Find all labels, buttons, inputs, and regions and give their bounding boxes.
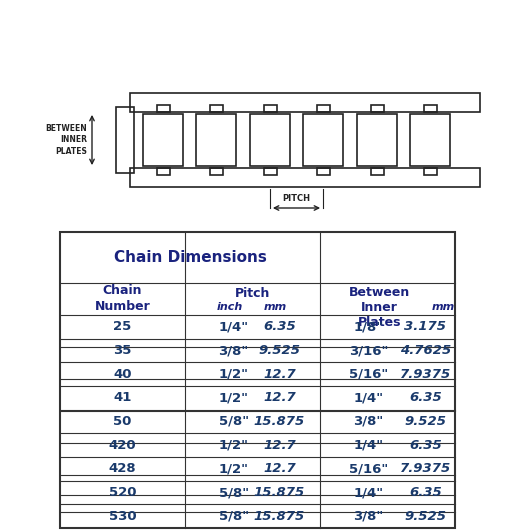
Bar xyxy=(357,114,397,166)
Text: BETWEEN
INNER
PLATES: BETWEEN INNER PLATES xyxy=(45,124,87,155)
Bar xyxy=(130,168,480,187)
Text: 420: 420 xyxy=(108,439,136,452)
Bar xyxy=(303,114,343,166)
Text: mm: mm xyxy=(431,302,455,312)
Text: 15.875: 15.875 xyxy=(254,510,305,522)
Text: PITCH: PITCH xyxy=(282,194,310,203)
Text: 428: 428 xyxy=(108,462,136,475)
Bar xyxy=(264,168,276,175)
Text: 1/2": 1/2" xyxy=(219,368,248,381)
Text: 6.35: 6.35 xyxy=(409,392,442,404)
Text: 6.35: 6.35 xyxy=(409,439,442,452)
Text: 3.175: 3.175 xyxy=(404,320,446,334)
Text: 1/2": 1/2" xyxy=(219,462,248,475)
Bar xyxy=(264,105,276,112)
Bar xyxy=(196,114,236,166)
Text: 15.875: 15.875 xyxy=(254,415,305,428)
Bar xyxy=(116,107,134,173)
Text: 12.7: 12.7 xyxy=(263,439,296,452)
Text: 7.9375: 7.9375 xyxy=(400,462,451,475)
Text: 1/2": 1/2" xyxy=(219,439,248,452)
Text: 3/8": 3/8" xyxy=(219,344,249,357)
Bar xyxy=(60,232,455,528)
Bar xyxy=(410,114,450,166)
Text: 1/4": 1/4" xyxy=(353,486,384,499)
Text: 6.35: 6.35 xyxy=(263,320,296,334)
Text: 7.9375: 7.9375 xyxy=(400,368,451,381)
Text: 12.7: 12.7 xyxy=(263,462,296,475)
Text: 9.525: 9.525 xyxy=(259,344,301,357)
Text: 3/16": 3/16" xyxy=(349,344,388,357)
Text: 3/8": 3/8" xyxy=(353,510,384,522)
Text: 25: 25 xyxy=(114,320,132,334)
Text: 1/2": 1/2" xyxy=(219,392,248,404)
Bar xyxy=(316,168,330,175)
Bar xyxy=(423,105,437,112)
Text: 1/4": 1/4" xyxy=(219,320,248,334)
Text: Chain
Number: Chain Number xyxy=(95,285,151,313)
Bar xyxy=(130,93,480,112)
Text: inch: inch xyxy=(216,302,243,312)
Bar xyxy=(209,168,223,175)
Text: 530: 530 xyxy=(108,510,136,522)
Text: 1/4": 1/4" xyxy=(353,392,384,404)
Bar xyxy=(371,168,383,175)
Text: Between
Inner
Plates: Between Inner Plates xyxy=(349,286,410,329)
Bar xyxy=(157,168,169,175)
Text: 9.525: 9.525 xyxy=(404,510,446,522)
Text: 12.7: 12.7 xyxy=(263,368,296,381)
Text: 4.7625: 4.7625 xyxy=(400,344,451,357)
Text: 9.525: 9.525 xyxy=(404,415,446,428)
Text: 520: 520 xyxy=(108,486,136,499)
Text: 5/8": 5/8" xyxy=(219,486,248,499)
Text: 41: 41 xyxy=(113,392,132,404)
Text: 5/16": 5/16" xyxy=(349,462,388,475)
Text: mm: mm xyxy=(264,302,287,312)
Bar xyxy=(371,105,383,112)
Text: 1/4": 1/4" xyxy=(353,439,384,452)
Text: 50: 50 xyxy=(113,415,132,428)
Text: Chain Dimensions: Chain Dimensions xyxy=(114,250,267,265)
Text: 12.7: 12.7 xyxy=(263,392,296,404)
Text: 15.875: 15.875 xyxy=(254,486,305,499)
Bar xyxy=(157,105,169,112)
Bar xyxy=(209,105,223,112)
Bar xyxy=(316,105,330,112)
Bar xyxy=(250,114,290,166)
Text: 5/8": 5/8" xyxy=(219,415,248,428)
Text: 1/8": 1/8" xyxy=(353,320,384,334)
Bar xyxy=(423,168,437,175)
Text: 40: 40 xyxy=(113,368,132,381)
Text: 5/16": 5/16" xyxy=(349,368,388,381)
Text: 35: 35 xyxy=(113,344,132,357)
Text: 5/8": 5/8" xyxy=(219,510,248,522)
Bar xyxy=(143,114,183,166)
Text: Pitch: Pitch xyxy=(235,287,270,300)
Text: 3/8": 3/8" xyxy=(353,415,384,428)
Text: 6.35: 6.35 xyxy=(409,486,442,499)
